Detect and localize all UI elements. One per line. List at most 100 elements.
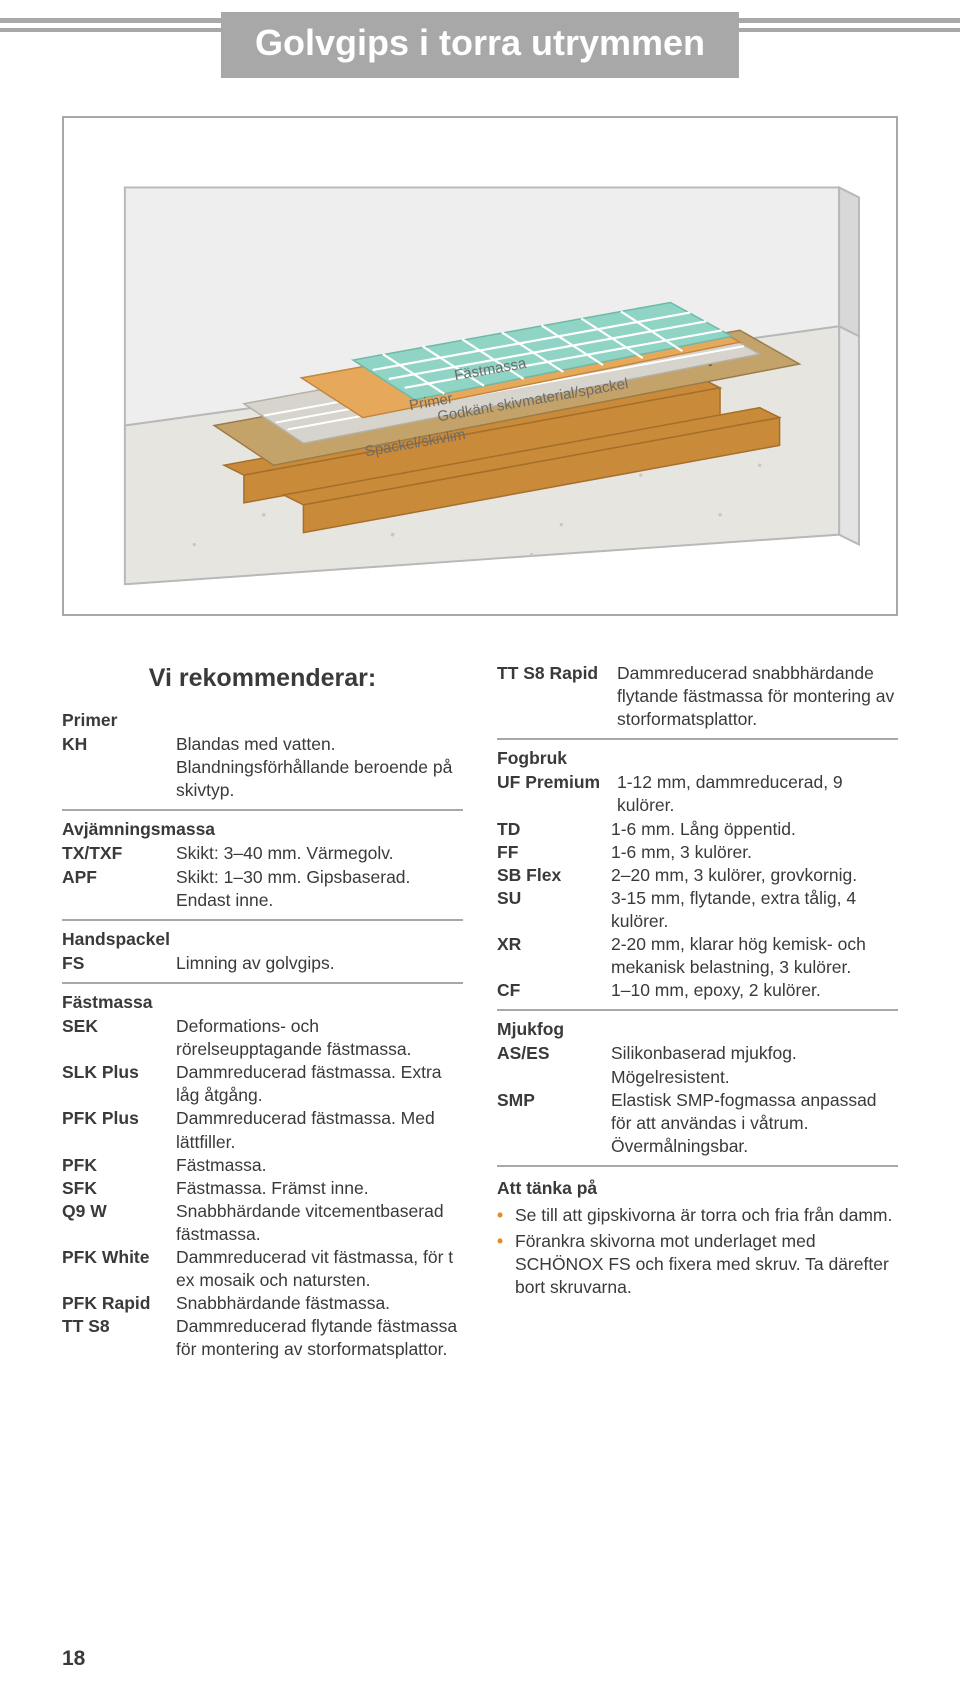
content-columns: Vi rekommenderar: Primer KH Blandas med … bbox=[62, 662, 898, 1367]
product-desc: 1-6 mm, 3 kulörer. bbox=[611, 841, 898, 864]
think-title: Att tänka på bbox=[497, 1177, 898, 1200]
group-title: Mjukfog bbox=[497, 1018, 898, 1041]
product-desc: Fästmassa. Främst inne. bbox=[176, 1177, 463, 1200]
product-code: TX/TXF bbox=[62, 842, 176, 865]
product-desc: 2-20 mm, klarar hög kemisk- och mekanisk… bbox=[611, 933, 898, 979]
product-desc: Skikt: 1–30 mm. Gipsbaserad. Endast inne… bbox=[176, 866, 463, 912]
group-title: Primer bbox=[62, 709, 463, 732]
page-title: Golvgips i torra utrymmen bbox=[255, 22, 705, 64]
product-desc: Silikonbaserad mjukfog. Mögelresistent. bbox=[611, 1042, 898, 1088]
product-desc: 1–10 mm, epoxy, 2 kulörer. bbox=[611, 979, 898, 1002]
product-code: TD bbox=[497, 818, 611, 841]
product-code: PFK Rapid bbox=[62, 1292, 176, 1315]
product-code: CF bbox=[497, 979, 611, 1002]
product-code: TT S8 Rapid bbox=[497, 662, 617, 731]
header-title-box: Golvgips i torra utrymmen bbox=[221, 12, 739, 78]
group-title: Avjämningsmassa bbox=[62, 818, 463, 841]
divider bbox=[497, 1009, 898, 1011]
product-desc: Fästmassa. bbox=[176, 1154, 463, 1177]
product-row: PFK RapidSnabbhärdande fästmassa. bbox=[62, 1292, 463, 1315]
product-row: PFKFästmassa. bbox=[62, 1154, 463, 1177]
product-desc: 1-12 mm, dammreducerad, 9 kulörer. bbox=[617, 771, 898, 817]
product-desc: Snabbhärdande vitcementbaserad fästmassa… bbox=[176, 1200, 463, 1246]
product-desc: 1-6 mm. Lång öppentid. bbox=[611, 818, 898, 841]
product-desc: 2–20 mm, 3 kulörer, grovkornig. bbox=[611, 864, 898, 887]
product-code: SB Flex bbox=[497, 864, 611, 887]
product-desc: Dammreducerad flytande fästmassa för mon… bbox=[176, 1315, 463, 1361]
product-row: AS/ESSilikonbaserad mjukfog. Mögelresist… bbox=[497, 1042, 898, 1088]
product-code: SLK Plus bbox=[62, 1061, 176, 1107]
product-code: SEK bbox=[62, 1015, 176, 1061]
product-code: FS bbox=[62, 952, 176, 975]
floor-diagram: Fästmassa Primer Godkänt skivmaterial/sp… bbox=[62, 116, 898, 616]
bullet-text: Förankra skivorna mot underlaget med SCH… bbox=[515, 1230, 898, 1299]
divider bbox=[497, 1165, 898, 1167]
product-row: SB Flex2–20 mm, 3 kulörer, grovkornig. bbox=[497, 864, 898, 887]
product-code: PFK bbox=[62, 1154, 176, 1177]
product-row: SMPElastisk SMP-fogmassa anpassad för at… bbox=[497, 1089, 898, 1158]
recommend-title: Vi rekommenderar: bbox=[62, 662, 463, 695]
product-code: KH bbox=[62, 733, 176, 802]
divider bbox=[62, 982, 463, 984]
bullet-dot-icon: • bbox=[497, 1204, 515, 1227]
product-desc: Dammreducerad vit fästmassa, för t ex mo… bbox=[176, 1246, 463, 1292]
product-row: TT S8Dammreducerad flytande fästmassa fö… bbox=[62, 1315, 463, 1361]
product-row: APF Skikt: 1–30 mm. Gipsbaserad. Endast … bbox=[62, 866, 463, 912]
group-title: Handspackel bbox=[62, 928, 463, 951]
divider bbox=[62, 919, 463, 921]
right-column: TT S8 Rapid Dammreducerad snabbhärdande … bbox=[497, 662, 898, 1367]
product-code: SU bbox=[497, 887, 611, 933]
divider bbox=[497, 738, 898, 740]
product-row: KH Blandas med vatten. Blandningsförhåll… bbox=[62, 733, 463, 802]
product-row: TX/TXF Skikt: 3–40 mm. Värmegolv. bbox=[62, 842, 463, 865]
product-row: TD1-6 mm. Lång öppentid. bbox=[497, 818, 898, 841]
product-row: PFK WhiteDammreducerad vit fästmassa, fö… bbox=[62, 1246, 463, 1292]
group-primer: Primer KH Blandas med vatten. Blandnings… bbox=[62, 709, 463, 802]
group-fogbruk: Fogbruk UF Premium1-12 mm, dammreducerad… bbox=[497, 747, 898, 1002]
product-row: SLK PlusDammreducerad fästmassa. Extra l… bbox=[62, 1061, 463, 1107]
product-row: SEKDeformations- och rörelseupptagande f… bbox=[62, 1015, 463, 1061]
product-desc: Blandas med vatten. Blandningsförhålland… bbox=[176, 733, 463, 802]
product-code: XR bbox=[497, 933, 611, 979]
floor-svg: Fästmassa Primer Godkänt skivmaterial/sp… bbox=[64, 118, 896, 614]
product-desc: Dammreducerad snabbhärdande flytande fäs… bbox=[617, 662, 898, 731]
product-code: PFK White bbox=[62, 1246, 176, 1292]
header-band: Golvgips i torra utrymmen bbox=[0, 0, 960, 96]
product-row: SFKFästmassa. Främst inne. bbox=[62, 1177, 463, 1200]
product-desc: Dammreducerad fästmassa. Med lättfiller. bbox=[176, 1107, 463, 1153]
product-desc: Elastisk SMP-fogmassa anpassad för att a… bbox=[611, 1089, 898, 1158]
product-code: PFK Plus bbox=[62, 1107, 176, 1153]
product-row: CF1–10 mm, epoxy, 2 kulörer. bbox=[497, 979, 898, 1002]
product-desc: Deformations- och rörelseupptagande fäst… bbox=[176, 1015, 463, 1061]
product-row: Q9 WSnabbhärdande vitcementbaserad fästm… bbox=[62, 1200, 463, 1246]
product-desc: Skikt: 3–40 mm. Värmegolv. bbox=[176, 842, 463, 865]
product-row: TT S8 Rapid Dammreducerad snabbhärdande … bbox=[497, 662, 898, 731]
product-code: SMP bbox=[497, 1089, 611, 1158]
product-code: AS/ES bbox=[497, 1042, 611, 1088]
product-desc: Snabbhärdande fästmassa. bbox=[176, 1292, 463, 1315]
product-desc: Dammreducerad fästmassa. Extra låg åtgån… bbox=[176, 1061, 463, 1107]
product-row: FS Limning av golvgips. bbox=[62, 952, 463, 975]
product-desc: 3-15 mm, flytande, extra tålig, 4 kulöre… bbox=[611, 887, 898, 933]
group-fastmassa: Fästmassa SEKDeformations- och rörelseup… bbox=[62, 991, 463, 1362]
group-avjamning: Avjämningsmassa TX/TXF Skikt: 3–40 mm. V… bbox=[62, 818, 463, 911]
left-column: Vi rekommenderar: Primer KH Blandas med … bbox=[62, 662, 463, 1367]
group-handspackel: Handspackel FS Limning av golvgips. bbox=[62, 928, 463, 975]
bullet-dot-icon: • bbox=[497, 1230, 515, 1299]
think-bullet: • Förankra skivorna mot underlaget med S… bbox=[497, 1230, 898, 1299]
group-title: Fästmassa bbox=[62, 991, 463, 1014]
product-row: UF Premium1-12 mm, dammreducerad, 9 kulö… bbox=[497, 771, 898, 817]
page-number: 18 bbox=[62, 1647, 85, 1671]
group-mjukfog: Mjukfog AS/ESSilikonbaserad mjukfog. Mög… bbox=[497, 1018, 898, 1158]
product-code: Q9 W bbox=[62, 1200, 176, 1246]
product-code: UF Premium bbox=[497, 771, 617, 817]
product-code: TT S8 bbox=[62, 1315, 176, 1361]
product-code: FF bbox=[497, 841, 611, 864]
product-row: PFK PlusDammreducerad fästmassa. Med lät… bbox=[62, 1107, 463, 1153]
product-row: SU3-15 mm, flytande, extra tålig, 4 kulö… bbox=[497, 887, 898, 933]
product-row: FF1-6 mm, 3 kulörer. bbox=[497, 841, 898, 864]
iso-illustration: Fästmassa Primer Godkänt skivmaterial/sp… bbox=[64, 118, 896, 614]
think-bullet: • Se till att gipskivorna är torra och f… bbox=[497, 1204, 898, 1227]
product-code: SFK bbox=[62, 1177, 176, 1200]
product-code: APF bbox=[62, 866, 176, 912]
